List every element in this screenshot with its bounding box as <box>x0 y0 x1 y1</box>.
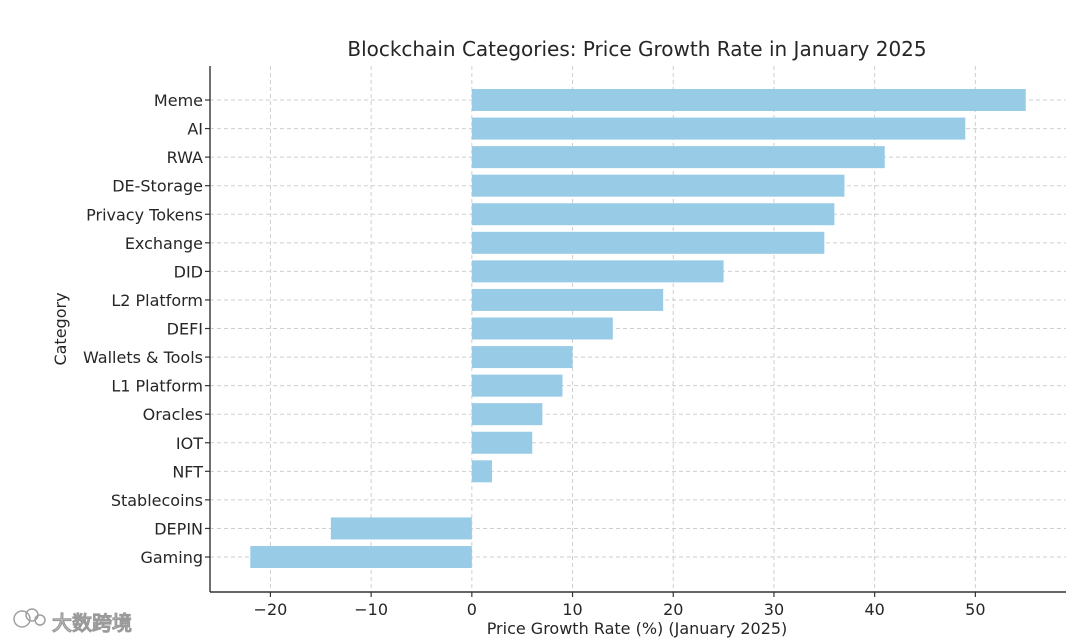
category-label: Wallets & Tools <box>83 348 203 367</box>
category-label: NFT <box>172 462 203 481</box>
bar <box>330 517 472 540</box>
bars-layer <box>250 89 1026 568</box>
category-label: DEPIN <box>154 519 203 538</box>
bar <box>471 346 573 369</box>
bar <box>471 174 845 197</box>
watermark-text: 大数跨境 <box>52 611 132 635</box>
bar <box>471 460 492 483</box>
bar <box>471 231 825 254</box>
x-tick-label: −20 <box>254 600 288 619</box>
x-tick-label: 30 <box>764 600 784 619</box>
y-axis-label: Category <box>51 292 70 365</box>
bar <box>471 89 1026 111</box>
x-tick-label: 50 <box>965 600 985 619</box>
category-label: Stablecoins <box>111 491 203 510</box>
ticks-layer: −20 −10 0 10 20 30 40 50 Meme AI RWA DE-Storage Priv… <box>83 91 986 619</box>
category-label: Privacy Tokens <box>86 205 203 224</box>
category-label: DEFI <box>167 320 203 339</box>
bar <box>250 546 472 568</box>
category-label: Oracles <box>143 405 203 424</box>
bar <box>471 403 543 426</box>
x-axis-label: Price Growth Rate (%) (January 2025) <box>487 619 788 638</box>
category-label: RWA <box>167 148 203 167</box>
bar <box>471 203 835 226</box>
x-tick-label: 20 <box>663 600 683 619</box>
x-tick-label: 10 <box>562 600 582 619</box>
category-label: IOT <box>176 434 203 453</box>
watermark: 大数跨境 <box>13 608 132 635</box>
x-tick-label: 40 <box>864 600 884 619</box>
category-label: L2 Platform <box>111 291 203 310</box>
bar <box>471 431 533 454</box>
bar <box>471 260 724 283</box>
bar <box>471 146 885 169</box>
bar <box>471 117 966 140</box>
category-label: L1 Platform <box>111 377 203 396</box>
bar <box>471 288 664 311</box>
x-tick-label: −10 <box>354 600 388 619</box>
category-label: Exchange <box>125 234 203 253</box>
category-label: Meme <box>154 91 203 110</box>
cloud-logo-icon <box>13 608 46 628</box>
category-label: DID <box>174 262 203 281</box>
x-tick-label: 0 <box>467 600 477 619</box>
chart-title: Blockchain Categories: Price Growth Rate… <box>347 37 926 61</box>
category-label: DE-Storage <box>112 177 203 196</box>
category-label: AI <box>187 120 203 139</box>
bar <box>471 374 563 397</box>
category-label: Gaming <box>140 548 203 567</box>
grid-layer <box>210 66 1066 592</box>
bar <box>471 317 613 340</box>
